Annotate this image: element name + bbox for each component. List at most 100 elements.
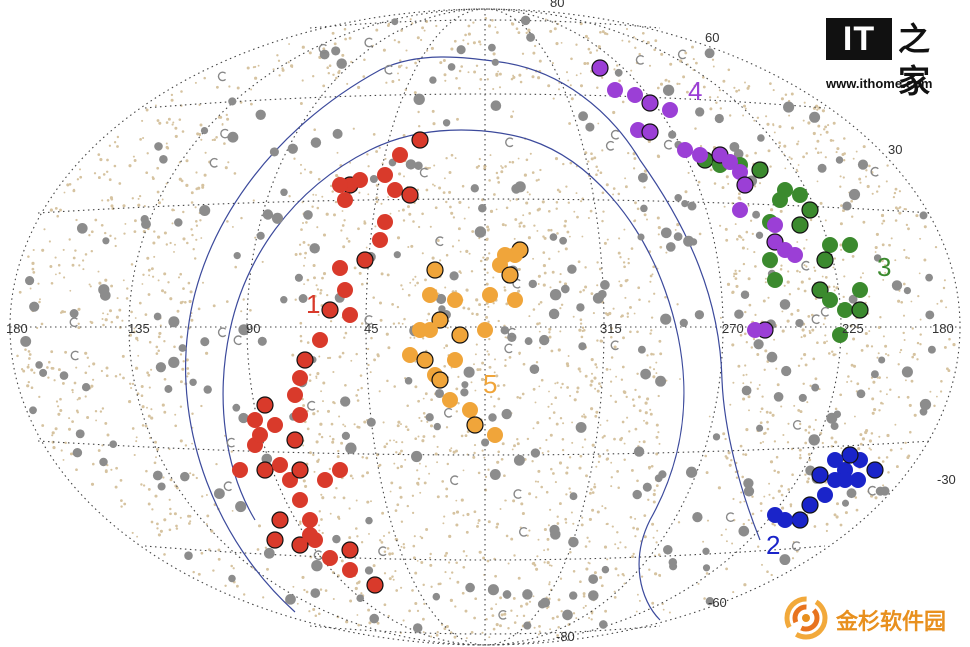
bg-dot [156,522,159,526]
bg-dot [318,510,321,513]
bg-dot [840,447,843,450]
bg-dot [816,341,819,345]
logo-cn-text: 之家 [898,20,931,100]
bg-dot [326,293,329,297]
bg-dot [823,128,826,131]
bg-dot [764,431,767,435]
bg-dot [546,607,549,610]
bg-dot [397,420,401,424]
bg-dot [26,365,30,369]
bg-dot [504,165,507,168]
bg-dot [24,348,27,351]
group-1-point [332,177,348,193]
bg-dot [58,272,61,275]
grey-dot [665,242,676,252]
bg-dot [894,259,897,262]
bg-dot [744,453,748,457]
bg-dot [432,122,436,126]
bg-dot [414,437,418,441]
bg-dot [655,435,659,439]
bg-dot [62,248,65,251]
bg-dot [885,180,888,183]
bg-dot [401,288,404,291]
bg-dot [542,283,546,287]
bg-dot [886,376,888,379]
bg-dot [116,135,120,139]
bg-dot [635,527,640,531]
bg-dot [563,224,567,228]
bg-dot [624,296,627,299]
bg-dot [674,228,677,231]
bg-dot [27,363,30,366]
bg-dot [653,489,656,492]
bg-dot [475,298,479,302]
grey-dot [756,424,764,432]
bg-dot [852,157,855,160]
bg-dot [322,47,326,51]
group-2-point [827,452,843,468]
bg-dot [819,133,822,136]
bg-dot [404,458,407,461]
grey-dot [369,613,380,624]
bg-dot [535,567,539,571]
bg-dot [423,602,426,606]
bg-dot [382,48,386,52]
bg-dot [299,522,302,525]
longitude-tick-labels: 180 135 90 45 315 270 225 180 [6,321,954,336]
bg-dot [823,341,827,345]
bg-dot [378,146,381,149]
bg-dot [22,369,26,373]
bg-dot [312,75,315,78]
bg-dot [254,236,257,239]
bg-dot [138,301,142,305]
group-1-point [292,492,308,508]
lat-tick-minus-80: -80 [556,629,575,644]
bg-dot [452,216,456,219]
bg-dot [597,122,600,125]
group-4-point [767,217,783,233]
bg-dot [211,138,214,142]
bg-dot [75,468,78,472]
bg-dot [167,117,171,121]
bg-dot [784,93,788,96]
bg-dot [161,289,164,293]
grey-dot [411,450,423,463]
grey-dot [848,188,861,201]
bg-dot [573,210,576,213]
group-3-point [751,161,769,179]
bg-dot [575,74,578,77]
bg-dot [862,220,866,224]
bg-dot [719,107,723,110]
bg-dot [496,31,499,34]
bg-dot [291,353,295,357]
bg-dot [264,546,268,549]
bg-dot [136,535,139,538]
bg-dot [613,437,616,441]
bg-dot [151,508,154,511]
bg-dot [723,205,726,208]
bg-dot [397,40,401,44]
bg-dot [426,420,429,423]
bg-dot [124,222,127,225]
bg-dot [500,613,504,617]
bg-dot [365,246,368,249]
bg-dot [408,609,411,613]
grey-dot [766,351,778,363]
bg-dot [473,510,477,514]
bg-dot [355,581,359,585]
bg-dot [168,528,172,532]
bg-dot [775,455,779,459]
bg-dot [539,168,542,172]
bg-dot [78,396,81,400]
bg-dot [173,512,177,516]
bg-dot [839,523,843,527]
bg-dot [140,385,144,388]
bg-dot [157,533,161,537]
bg-dot [769,411,772,415]
group-label-1: 1 [306,289,320,319]
bg-dot [498,72,502,76]
bg-dot [391,552,394,555]
open-circle-marker [512,278,521,289]
bg-dot [491,19,494,22]
bg-dot [496,176,500,180]
